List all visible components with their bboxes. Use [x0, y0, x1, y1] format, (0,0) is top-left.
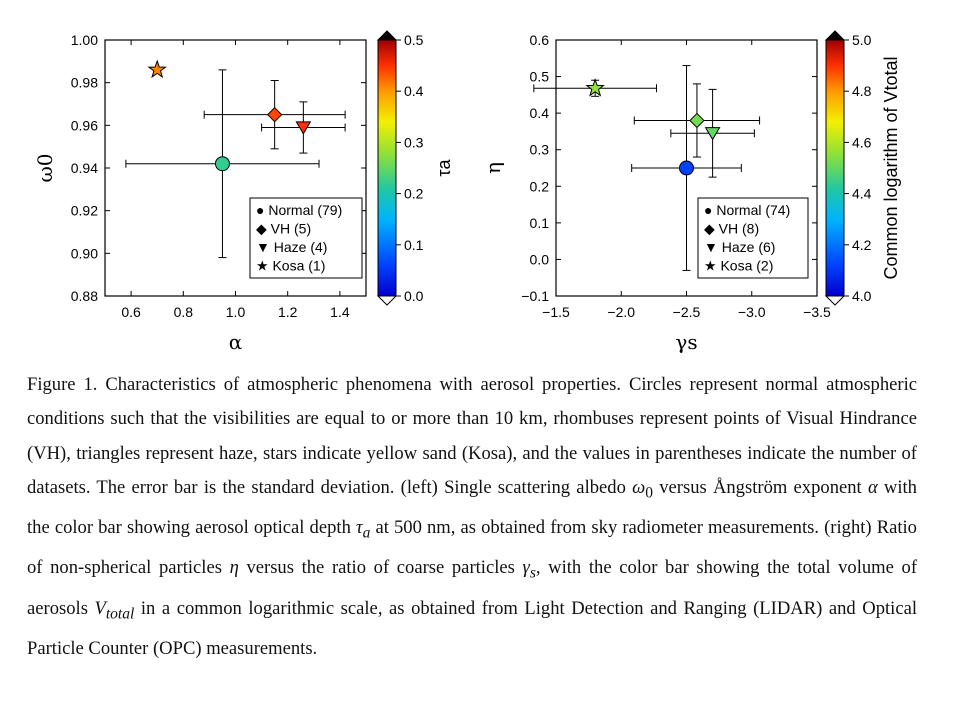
x-tick-label: 1.4	[330, 304, 350, 320]
colorbar-tick-label: 4.6	[852, 134, 872, 150]
caption-text: at 500 nm, as obtained from sky radiomet…	[27, 517, 917, 579]
legend: ● Normal (74) ◆ VH (8) ▼ Haze (6) ★ Kosa (2…	[697, 197, 809, 279]
colorbar-tick-label: 0.0	[404, 288, 424, 304]
y-tick-label: 0.92	[71, 203, 98, 219]
y-tick-label: 1.00	[71, 32, 98, 48]
y-tick-label: 0.3	[530, 142, 550, 158]
legend: ● Normal (79) ◆ VH (5) ▼ Haze (4) ★ Kosa (1…	[249, 197, 363, 279]
caption-text: versus Ångström exponent	[653, 477, 868, 499]
legend-item: ▼ Haze (4)	[256, 239, 327, 255]
y-tick-label: 0.96	[71, 117, 98, 133]
colorbar-max-arrow	[824, 30, 846, 41]
x-axis-label: α	[229, 330, 243, 354]
legend-item: ◆ VH (5)	[256, 221, 311, 237]
y-tick-label: 0.4	[530, 105, 550, 121]
legend-item: ★ Kosa (2)	[704, 258, 773, 274]
legend-item: ★ Kosa (1)	[256, 258, 325, 274]
x-tick-label: 1.2	[278, 304, 298, 320]
x-tick-label: 1.0	[226, 304, 246, 320]
figure-caption: Figure 1. Characteristics of atmospheric…	[27, 368, 917, 666]
symbol-v-sub: total	[105, 605, 135, 623]
y-tick-label: 0.90	[71, 245, 98, 261]
colorbar-gradient	[825, 39, 845, 297]
colorbar: 0.5 0.4 0.3 0.2 0.1 0.0 τa	[376, 30, 454, 306]
colorbar-tick-label: 5.0	[852, 32, 872, 48]
colorbar-min-arrow	[376, 295, 398, 306]
legend-item: ▼ Haze (6)	[704, 239, 775, 255]
y-axis-label: ω0	[33, 153, 57, 182]
colorbar-tick-label: 4.2	[852, 237, 872, 253]
colorbar-tick-label: 4.8	[852, 83, 872, 99]
symbol-alpha: α	[867, 477, 878, 499]
symbol-v: V	[94, 597, 106, 619]
caption-text: Characteristics of atmospheric phenomena…	[27, 374, 917, 499]
colorbar-tick-label: 4.4	[852, 186, 872, 202]
colorbar-label: τa	[434, 158, 454, 176]
y-tick-label: 0.5	[530, 69, 550, 85]
legend-item: ● Normal (74)	[704, 202, 790, 218]
symbol-tau: τ	[355, 517, 363, 539]
legend-box	[249, 197, 363, 279]
colorbar-gradient	[377, 39, 397, 297]
colorbar-tick-label: 0.5	[404, 32, 424, 48]
legend-box	[697, 197, 809, 279]
x-tick-label: −2.0	[607, 304, 635, 320]
x-axis-label: γs	[675, 330, 697, 354]
data-point-star	[147, 59, 167, 79]
colorbar-min-arrow	[824, 295, 846, 306]
right-panel: −1.5 −2.0 −2.5 −3.0 −3.5 0.6 0.5 0.4 0.3 0.2 0.1 0.…	[481, 30, 901, 354]
y-tick-label: −0.1	[521, 288, 549, 304]
colorbar-tick-label: 0.4	[404, 83, 424, 99]
colorbar-tick-label: 0.1	[404, 237, 424, 253]
y-tick-label: 0.0	[530, 251, 550, 267]
colorbar-max-arrow	[376, 30, 398, 41]
y-tick-label: 0.94	[71, 160, 98, 176]
data-point-star	[585, 77, 605, 97]
y-tick-label: 0.1	[530, 215, 550, 231]
y-tick-label: 0.6	[530, 32, 550, 48]
y-axis-label: η	[481, 162, 505, 174]
x-tick-label: −1.5	[542, 304, 570, 320]
legend-item: ● Normal (79)	[256, 202, 342, 218]
data-point-circle	[679, 160, 694, 176]
data-point-circle	[214, 156, 230, 172]
caption-text: versus the ratio of coarse particles	[238, 557, 523, 579]
y-tick-label: 0.98	[71, 75, 98, 91]
colorbar: 5.0 4.8 4.6 4.4 4.2 4.0 Common logarithm of Vt…	[824, 30, 901, 306]
data-point-diamond	[689, 112, 705, 129]
caption-text: in a common logarithmic scale, as obtain…	[27, 597, 918, 659]
y-tick-label: 0.88	[71, 288, 98, 304]
symbol-eta: η	[229, 557, 239, 579]
legend-item: ◆ VH (8)	[704, 221, 759, 237]
symbol-omega: ω	[632, 477, 646, 499]
x-tick-label: 0.8	[174, 304, 194, 320]
left-panel: 0.6 0.8 1.0 1.2 1.4 1.00 0.98 0.96 0.94 0.92 0.90 0…	[33, 30, 454, 354]
colorbar-tick-label: 0.3	[404, 134, 424, 150]
figure: 0.6 0.8 1.0 1.2 1.4 1.00 0.98 0.96 0.94 0.92 0.90 0…	[33, 30, 901, 354]
colorbar-label: Common logarithm of Vtotal	[881, 56, 901, 279]
data-point-diamond	[266, 106, 283, 123]
symbol-gamma-sub: s	[529, 565, 536, 583]
data-point-triangle-down	[295, 121, 312, 135]
x-tick-label: −2.5	[673, 304, 701, 320]
symbol-gamma: γ	[522, 557, 530, 579]
x-tick-label: 0.6	[121, 304, 141, 320]
caption-text: with the color bar showing aerosol optic…	[27, 477, 917, 539]
symbol-omega-sub: 0	[645, 484, 653, 502]
y-tick-label: 0.2	[530, 178, 550, 194]
colorbar-tick-label: 4.0	[852, 288, 872, 304]
colorbar-tick-label: 0.2	[404, 186, 424, 202]
x-tick-label: −3.0	[738, 304, 766, 320]
x-tick-label: −3.5	[803, 304, 831, 320]
caption-label: Figure 1.	[27, 374, 98, 395]
data-point-triangle-down	[704, 127, 721, 141]
symbol-tau-sub: a	[362, 525, 371, 543]
caption-text: , with the color bar showing the total v…	[27, 557, 918, 619]
